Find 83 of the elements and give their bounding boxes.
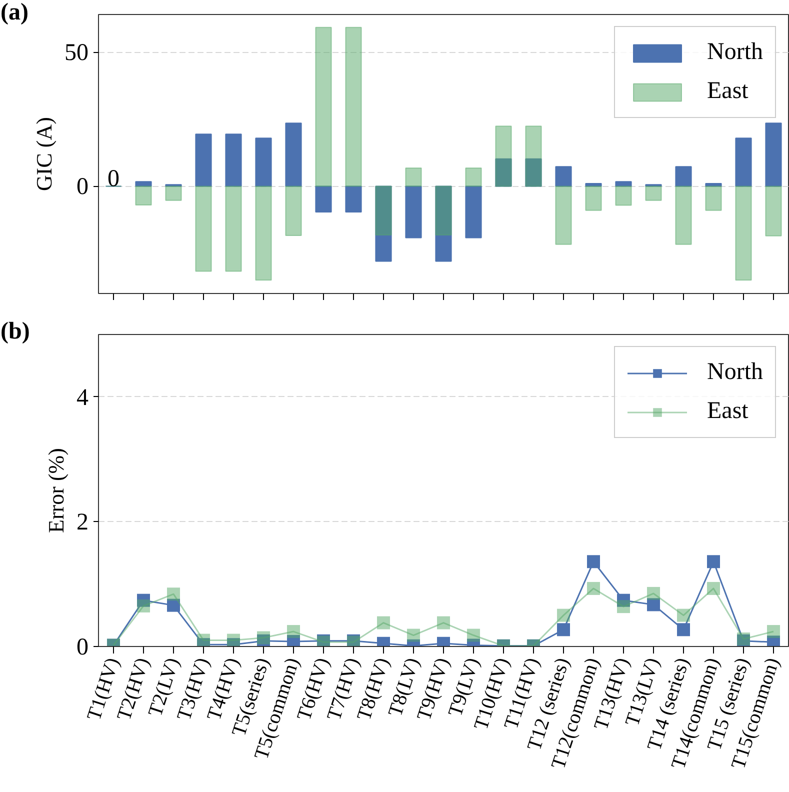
- legend-label: East: [707, 78, 748, 105]
- point: [257, 634, 270, 646]
- point: [617, 600, 630, 614]
- point: [767, 625, 780, 638]
- bar: [285, 122, 302, 187]
- bar: [225, 134, 242, 187]
- y-axis-title: GIC (A): [32, 117, 56, 191]
- bar: [615, 181, 632, 187]
- point: [557, 608, 570, 622]
- bar: [495, 126, 512, 187]
- bar: [405, 167, 422, 187]
- point: [227, 634, 240, 646]
- bar: [375, 186, 392, 236]
- bar: [465, 186, 482, 238]
- bar: [135, 181, 152, 187]
- point: [587, 555, 600, 568]
- bar: [375, 186, 392, 262]
- legend-label: North: [707, 359, 763, 386]
- point: [287, 635, 300, 646]
- bar: [495, 158, 512, 187]
- point: [407, 628, 420, 642]
- y-axis-title: Error (%): [44, 448, 68, 533]
- bar: [315, 186, 332, 212]
- point: [677, 623, 690, 636]
- bar: [465, 167, 482, 187]
- bar: [765, 186, 782, 236]
- bar: [735, 138, 752, 187]
- point: [467, 628, 480, 642]
- bar: [555, 166, 572, 187]
- point: [677, 608, 690, 622]
- y-tick-label: 50: [64, 40, 88, 66]
- bar: [705, 183, 722, 187]
- data-label: 0: [108, 166, 120, 192]
- point: [647, 586, 660, 600]
- point: [647, 598, 660, 612]
- bar: [585, 183, 602, 187]
- point: [137, 599, 150, 612]
- bar: [195, 134, 212, 187]
- bar: [345, 186, 362, 212]
- bar: [645, 186, 662, 201]
- legend-label: East: [707, 398, 748, 425]
- bar: [675, 166, 692, 187]
- point: [137, 594, 150, 607]
- bar: [765, 122, 782, 187]
- point: [257, 631, 270, 644]
- point: [557, 623, 570, 636]
- y-tick-label: 0: [76, 634, 88, 660]
- bar: [135, 186, 152, 206]
- point: [377, 616, 390, 630]
- y-tick-label: 4: [76, 384, 88, 411]
- bar: [585, 186, 602, 211]
- point: [707, 555, 720, 568]
- point: [707, 582, 720, 595]
- y-tick-label: 0: [76, 174, 88, 200]
- bar: [525, 158, 542, 187]
- bar: [345, 26, 362, 187]
- bar: [165, 186, 182, 201]
- y-tick-label: 2: [76, 510, 88, 536]
- point: [167, 588, 180, 601]
- bar: [705, 186, 722, 211]
- bar: [675, 186, 692, 245]
- bar: [735, 186, 752, 281]
- point: [437, 616, 450, 630]
- point: [587, 582, 600, 595]
- chart-title: (a): [0, 0, 28, 26]
- bar: [315, 26, 332, 187]
- bar: [405, 186, 422, 238]
- bar: [285, 186, 302, 236]
- point: [617, 594, 630, 607]
- bar: [555, 186, 572, 245]
- bar: [435, 186, 452, 262]
- bar: [255, 138, 272, 187]
- point: [287, 625, 300, 638]
- bar: [525, 126, 542, 187]
- bar: [255, 186, 272, 281]
- bar: [195, 186, 212, 272]
- legend-label: North: [707, 39, 763, 66]
- chart-title: (b): [0, 318, 30, 344]
- point: [167, 598, 180, 612]
- bar: [615, 186, 632, 206]
- bar: [225, 186, 242, 272]
- bar: [435, 186, 452, 236]
- point: [197, 634, 210, 646]
